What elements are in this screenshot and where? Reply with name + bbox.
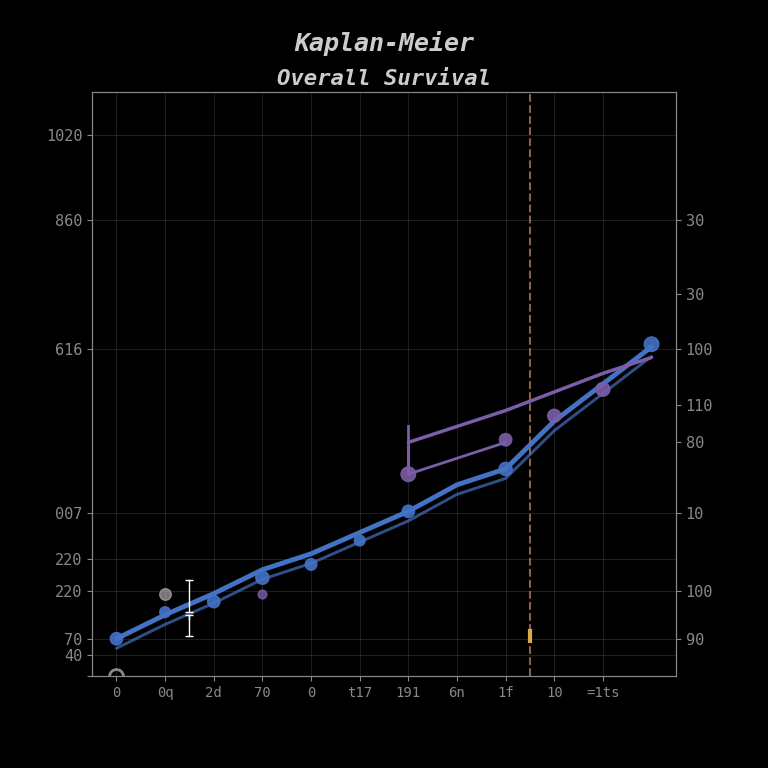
Point bbox=[548, 409, 561, 422]
Text: Kaplan-Meier: Kaplan-Meier bbox=[294, 31, 474, 56]
Point bbox=[111, 633, 123, 645]
Point bbox=[257, 571, 269, 584]
Point bbox=[402, 468, 415, 480]
Point bbox=[499, 434, 511, 446]
Point bbox=[645, 338, 657, 350]
Point bbox=[207, 595, 220, 607]
Point bbox=[257, 588, 269, 600]
Point bbox=[305, 558, 317, 571]
Point bbox=[353, 535, 366, 547]
Point bbox=[402, 505, 415, 518]
Text: Overall Survival: Overall Survival bbox=[277, 69, 491, 89]
Point bbox=[499, 463, 511, 475]
Point bbox=[159, 606, 171, 618]
Point bbox=[159, 588, 171, 600]
Point bbox=[597, 383, 609, 396]
